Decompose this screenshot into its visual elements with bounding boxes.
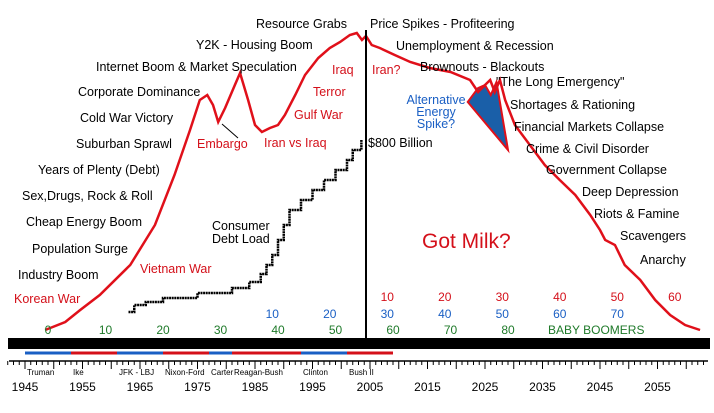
year-tick-label: 2045 bbox=[587, 380, 614, 394]
president-label: Truman bbox=[27, 368, 54, 377]
annotation-alt-energy-2: Energy bbox=[416, 105, 456, 119]
energy-curve-line bbox=[44, 31, 701, 332]
year-tick-label: 1985 bbox=[242, 380, 269, 394]
annotation-anarchy: Anarchy bbox=[640, 253, 687, 267]
annotation-brownouts: Brownouts - Blackouts bbox=[420, 60, 544, 74]
age-label-red: 60 bbox=[668, 290, 682, 304]
age-label-red: 40 bbox=[553, 290, 567, 304]
annotation-government-collapse: Government Collapse bbox=[546, 163, 667, 177]
annotation-deep-depression: Deep Depression bbox=[582, 185, 679, 199]
age-label-blue: 10 bbox=[266, 307, 280, 321]
annotation-got-milk: Got Milk? bbox=[422, 230, 511, 253]
annotation-debt-label-1: Consumer bbox=[212, 219, 270, 233]
year-tick-label: 2025 bbox=[472, 380, 499, 394]
age-label-green: 70 bbox=[444, 323, 458, 337]
age-label-green: 40 bbox=[271, 323, 285, 337]
age-label-red: 20 bbox=[438, 290, 452, 304]
president-label: Bush II bbox=[349, 368, 374, 377]
year-tick-label: 1965 bbox=[127, 380, 154, 394]
embargo-pointer bbox=[221, 123, 239, 139]
age-label-blue: 60 bbox=[553, 307, 567, 321]
age-label-blue: 30 bbox=[381, 307, 395, 321]
annotation-corporate: Corporate Dominance bbox=[78, 85, 200, 99]
age-label-green: 50 bbox=[329, 323, 343, 337]
annotation-y2k: Y2K - Housing Boom bbox=[196, 38, 313, 52]
president-label: Carter bbox=[211, 368, 234, 377]
age-label-green: 80 bbox=[501, 323, 515, 337]
timeline-bar bbox=[8, 338, 710, 349]
annotation-alt-energy-3: Spike? bbox=[417, 117, 455, 131]
age-label-red: 50 bbox=[611, 290, 625, 304]
year-tick-label: 1975 bbox=[184, 380, 211, 394]
year-tick-label: 1995 bbox=[299, 380, 326, 394]
age-label-red: 30 bbox=[496, 290, 510, 304]
year-tick-label: 2005 bbox=[357, 380, 384, 394]
annotation-debt-value: $800 Billion bbox=[368, 136, 433, 150]
annotation-crime: Crime & Civil Disorder bbox=[526, 142, 649, 156]
annotation-vietnam: Vietnam War bbox=[140, 262, 212, 276]
age-label-blue: 40 bbox=[438, 307, 452, 321]
annotation-cold-war: Cold War Victory bbox=[80, 111, 174, 125]
annotation-industry-boom: Industry Boom bbox=[18, 268, 99, 282]
annotation-terror: Terror bbox=[313, 85, 346, 99]
age-label-blue: 50 bbox=[496, 307, 510, 321]
annotation-internet-boom: Internet Boom & Market Speculation bbox=[96, 60, 297, 74]
age-label-green: 60 bbox=[386, 323, 400, 337]
annotation-iran: Iran? bbox=[372, 63, 401, 77]
consumer-debt-line bbox=[128, 140, 363, 314]
annotation-population-surge: Population Surge bbox=[32, 242, 128, 256]
annotation-cheap-energy: Cheap Energy Boom bbox=[26, 215, 142, 229]
year-tick-label: 2015 bbox=[414, 380, 441, 394]
annotation-iraq: Iraq bbox=[332, 63, 354, 77]
president-label: JFK - LBJ bbox=[119, 368, 154, 377]
annotation-years-of-plenty: Years of Plenty (Debt) bbox=[38, 163, 160, 177]
annotation-suburban-sprawl: Suburban Sprawl bbox=[76, 137, 172, 151]
age-label-blue: 70 bbox=[611, 307, 625, 321]
annotation-unemployment: Unemployment & Recession bbox=[396, 39, 554, 53]
president-label: Nixon-Ford bbox=[165, 368, 205, 377]
president-label: Clinton bbox=[303, 368, 328, 377]
year-tick-label: 1945 bbox=[12, 380, 39, 394]
year-tick-label: 2055 bbox=[644, 380, 671, 394]
alt-energy-spike-area bbox=[466, 78, 510, 154]
president-label: Ike bbox=[73, 368, 84, 377]
annotation-korean-war: Korean War bbox=[14, 292, 80, 306]
annotation-debt-label-2: Debt Load bbox=[212, 232, 270, 246]
president-label: Reagan-Bush bbox=[234, 368, 283, 377]
age-label-green: 20 bbox=[156, 323, 170, 337]
age-label-blue: 20 bbox=[323, 307, 337, 321]
annotation-price-spikes: Price Spikes - Profiteering bbox=[370, 17, 515, 31]
annotation-gulf-war: Gulf War bbox=[294, 108, 343, 122]
year-tick-label: 1955 bbox=[69, 380, 96, 394]
annotation-sex-drugs: Sex,Drugs, Rock & Roll bbox=[22, 189, 153, 203]
annotation-long-emergency: "The Long Emergency" bbox=[496, 75, 624, 89]
annotation-iran-vs-iraq: Iran vs Iraq bbox=[264, 136, 327, 150]
age-label-red: 10 bbox=[381, 290, 395, 304]
baby-boomers-label: BABY BOOMERS bbox=[548, 323, 644, 337]
annotation-alt-energy-1: Alternative bbox=[406, 93, 465, 107]
year-tick-label: 2035 bbox=[529, 380, 556, 394]
annotation-financial-collapse: Financial Markets Collapse bbox=[514, 120, 664, 134]
annotation-scavengers: Scavengers bbox=[620, 229, 686, 243]
annotation-riots: Riots & Famine bbox=[594, 207, 679, 221]
age-label-green: 0 bbox=[45, 323, 52, 337]
age-label-green: 30 bbox=[214, 323, 228, 337]
age-label-green: 10 bbox=[99, 323, 113, 337]
annotation-shortages: Shortages & Rationing bbox=[510, 98, 635, 112]
annotation-resource-grabs: Resource Grabs bbox=[256, 17, 347, 31]
annotation-embargo: Embargo bbox=[197, 137, 248, 151]
